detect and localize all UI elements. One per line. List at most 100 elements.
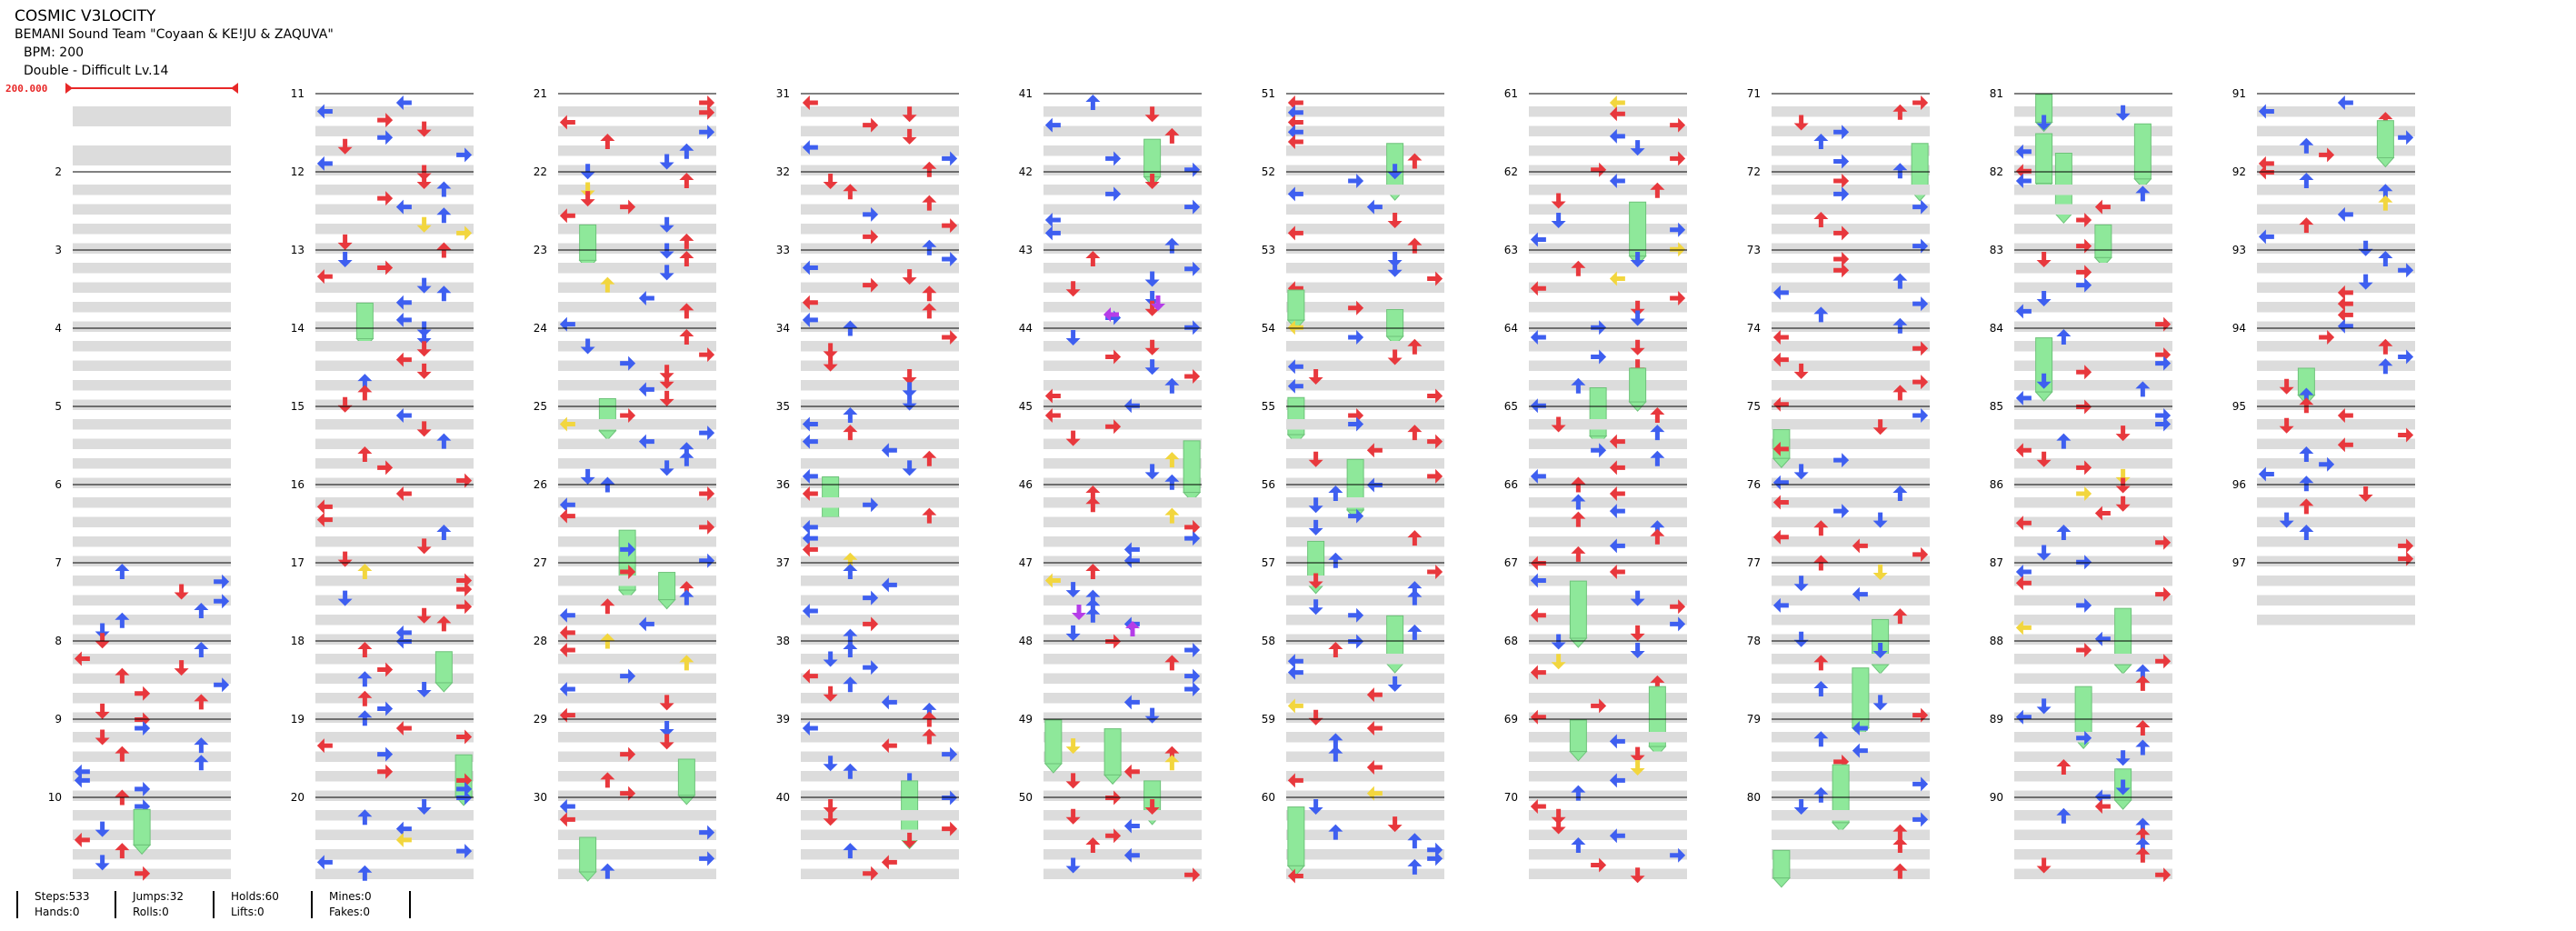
beat-shade — [1043, 204, 1202, 215]
beat-shade — [558, 732, 716, 743]
note-arrow — [2076, 730, 2092, 746]
measure-number: 9 — [55, 713, 62, 726]
note-arrow — [1609, 773, 1625, 788]
note-arrow — [1530, 573, 1546, 588]
note-arrow — [1407, 338, 1423, 355]
hold-tail — [434, 682, 454, 693]
beat-shade — [801, 849, 959, 860]
note-arrow — [1571, 546, 1586, 562]
measure-number: 44 — [1019, 322, 1033, 335]
beat-shade — [801, 868, 959, 879]
note-arrow — [2115, 105, 2131, 121]
note-arrow — [942, 218, 958, 234]
note-arrow — [1287, 105, 1303, 120]
note-arrow — [1833, 225, 1850, 241]
hold-tail — [2054, 213, 2073, 225]
beat-shade — [1043, 829, 1202, 840]
note-arrow — [2135, 817, 2151, 834]
beat-shade — [801, 165, 959, 175]
beat-shade — [2014, 829, 2172, 840]
hold-tail — [1043, 763, 1063, 774]
note-arrow — [659, 373, 674, 389]
note-arrow — [1164, 655, 1180, 671]
hold-tail — [578, 871, 597, 882]
note-arrow — [1872, 643, 1888, 658]
note-arrow — [377, 191, 394, 206]
measure-number: 19 — [291, 713, 305, 726]
note-arrow — [1609, 504, 1625, 519]
note-arrow — [1387, 261, 1403, 277]
note-arrow — [1609, 486, 1625, 501]
note-arrow — [1184, 643, 1201, 657]
note-arrow — [2398, 538, 2414, 554]
stat-mines: Mines:0 — [329, 890, 372, 903]
note-arrow — [802, 260, 818, 275]
stat-rolls: Rolls:0 — [133, 906, 169, 918]
note-arrow — [395, 95, 412, 110]
measure-number: 93 — [2232, 244, 2246, 256]
beat-shade — [801, 243, 959, 254]
beat-shade — [558, 849, 716, 860]
beat-shade — [1043, 712, 1202, 723]
beat-shade — [73, 516, 231, 527]
note-arrow — [2135, 664, 2151, 680]
note-arrow — [1427, 388, 1443, 404]
note-arrow — [1065, 281, 1081, 297]
note-arrow — [1872, 695, 1888, 711]
stats-divider — [409, 891, 411, 918]
note-arrow — [1164, 755, 1180, 771]
note-arrow — [1427, 842, 1443, 857]
note-arrow — [436, 181, 452, 197]
note-arrow — [214, 574, 230, 589]
note-arrow — [2115, 496, 2131, 512]
note-arrow — [2015, 709, 2032, 725]
note-arrow — [115, 564, 130, 579]
beat-shade — [1043, 125, 1202, 136]
beat-shade — [1043, 458, 1202, 469]
beat-shade — [2014, 399, 2172, 410]
note-arrow — [456, 582, 473, 597]
measure-number: 4 — [55, 322, 62, 335]
beat-shade — [1772, 458, 1930, 469]
beat-shade — [558, 576, 716, 586]
beat-shade — [2257, 556, 2415, 566]
beat-shade — [558, 458, 716, 469]
hold-tail — [657, 599, 676, 610]
beat-shade — [1529, 868, 1687, 879]
beat-shade — [2257, 576, 2415, 586]
beat-shade — [73, 399, 231, 410]
beat-shade — [2257, 145, 2415, 156]
note-arrow — [802, 95, 818, 110]
beat-shade — [1043, 751, 1202, 762]
beat-shade — [1286, 438, 1444, 449]
note-arrow — [1308, 519, 1323, 536]
beat-shade — [558, 556, 716, 566]
stat-lifts: Lifts:0 — [231, 906, 265, 918]
note-arrow — [620, 199, 636, 215]
measure-number: 86 — [1990, 478, 2003, 491]
note-arrow — [1813, 786, 1829, 803]
measure-number: 30 — [534, 791, 547, 804]
measure-number: 75 — [1747, 400, 1761, 413]
note-arrow — [802, 312, 818, 327]
beat-shade — [1043, 771, 1202, 782]
note-arrow — [1044, 408, 1061, 423]
beat-shade — [801, 751, 959, 762]
measure-number: 27 — [534, 556, 547, 569]
beat-shade — [1286, 790, 1444, 801]
note-arrow — [2358, 274, 2373, 290]
note-arrow — [2076, 486, 2092, 501]
beat-shade — [1772, 185, 1930, 195]
note-arrow — [1852, 743, 1868, 758]
note-arrow — [1793, 115, 1809, 131]
note-arrow — [1287, 665, 1303, 680]
note-arrow — [2155, 586, 2172, 602]
note-arrow — [1872, 419, 1888, 435]
measure-number: 5 — [55, 400, 62, 413]
beat-shade — [2257, 477, 2415, 488]
note-arrow — [1892, 486, 1908, 501]
note-arrow — [843, 843, 858, 859]
beat-shade — [73, 595, 231, 606]
note-arrow — [843, 407, 858, 423]
hold-body — [2133, 123, 2152, 180]
